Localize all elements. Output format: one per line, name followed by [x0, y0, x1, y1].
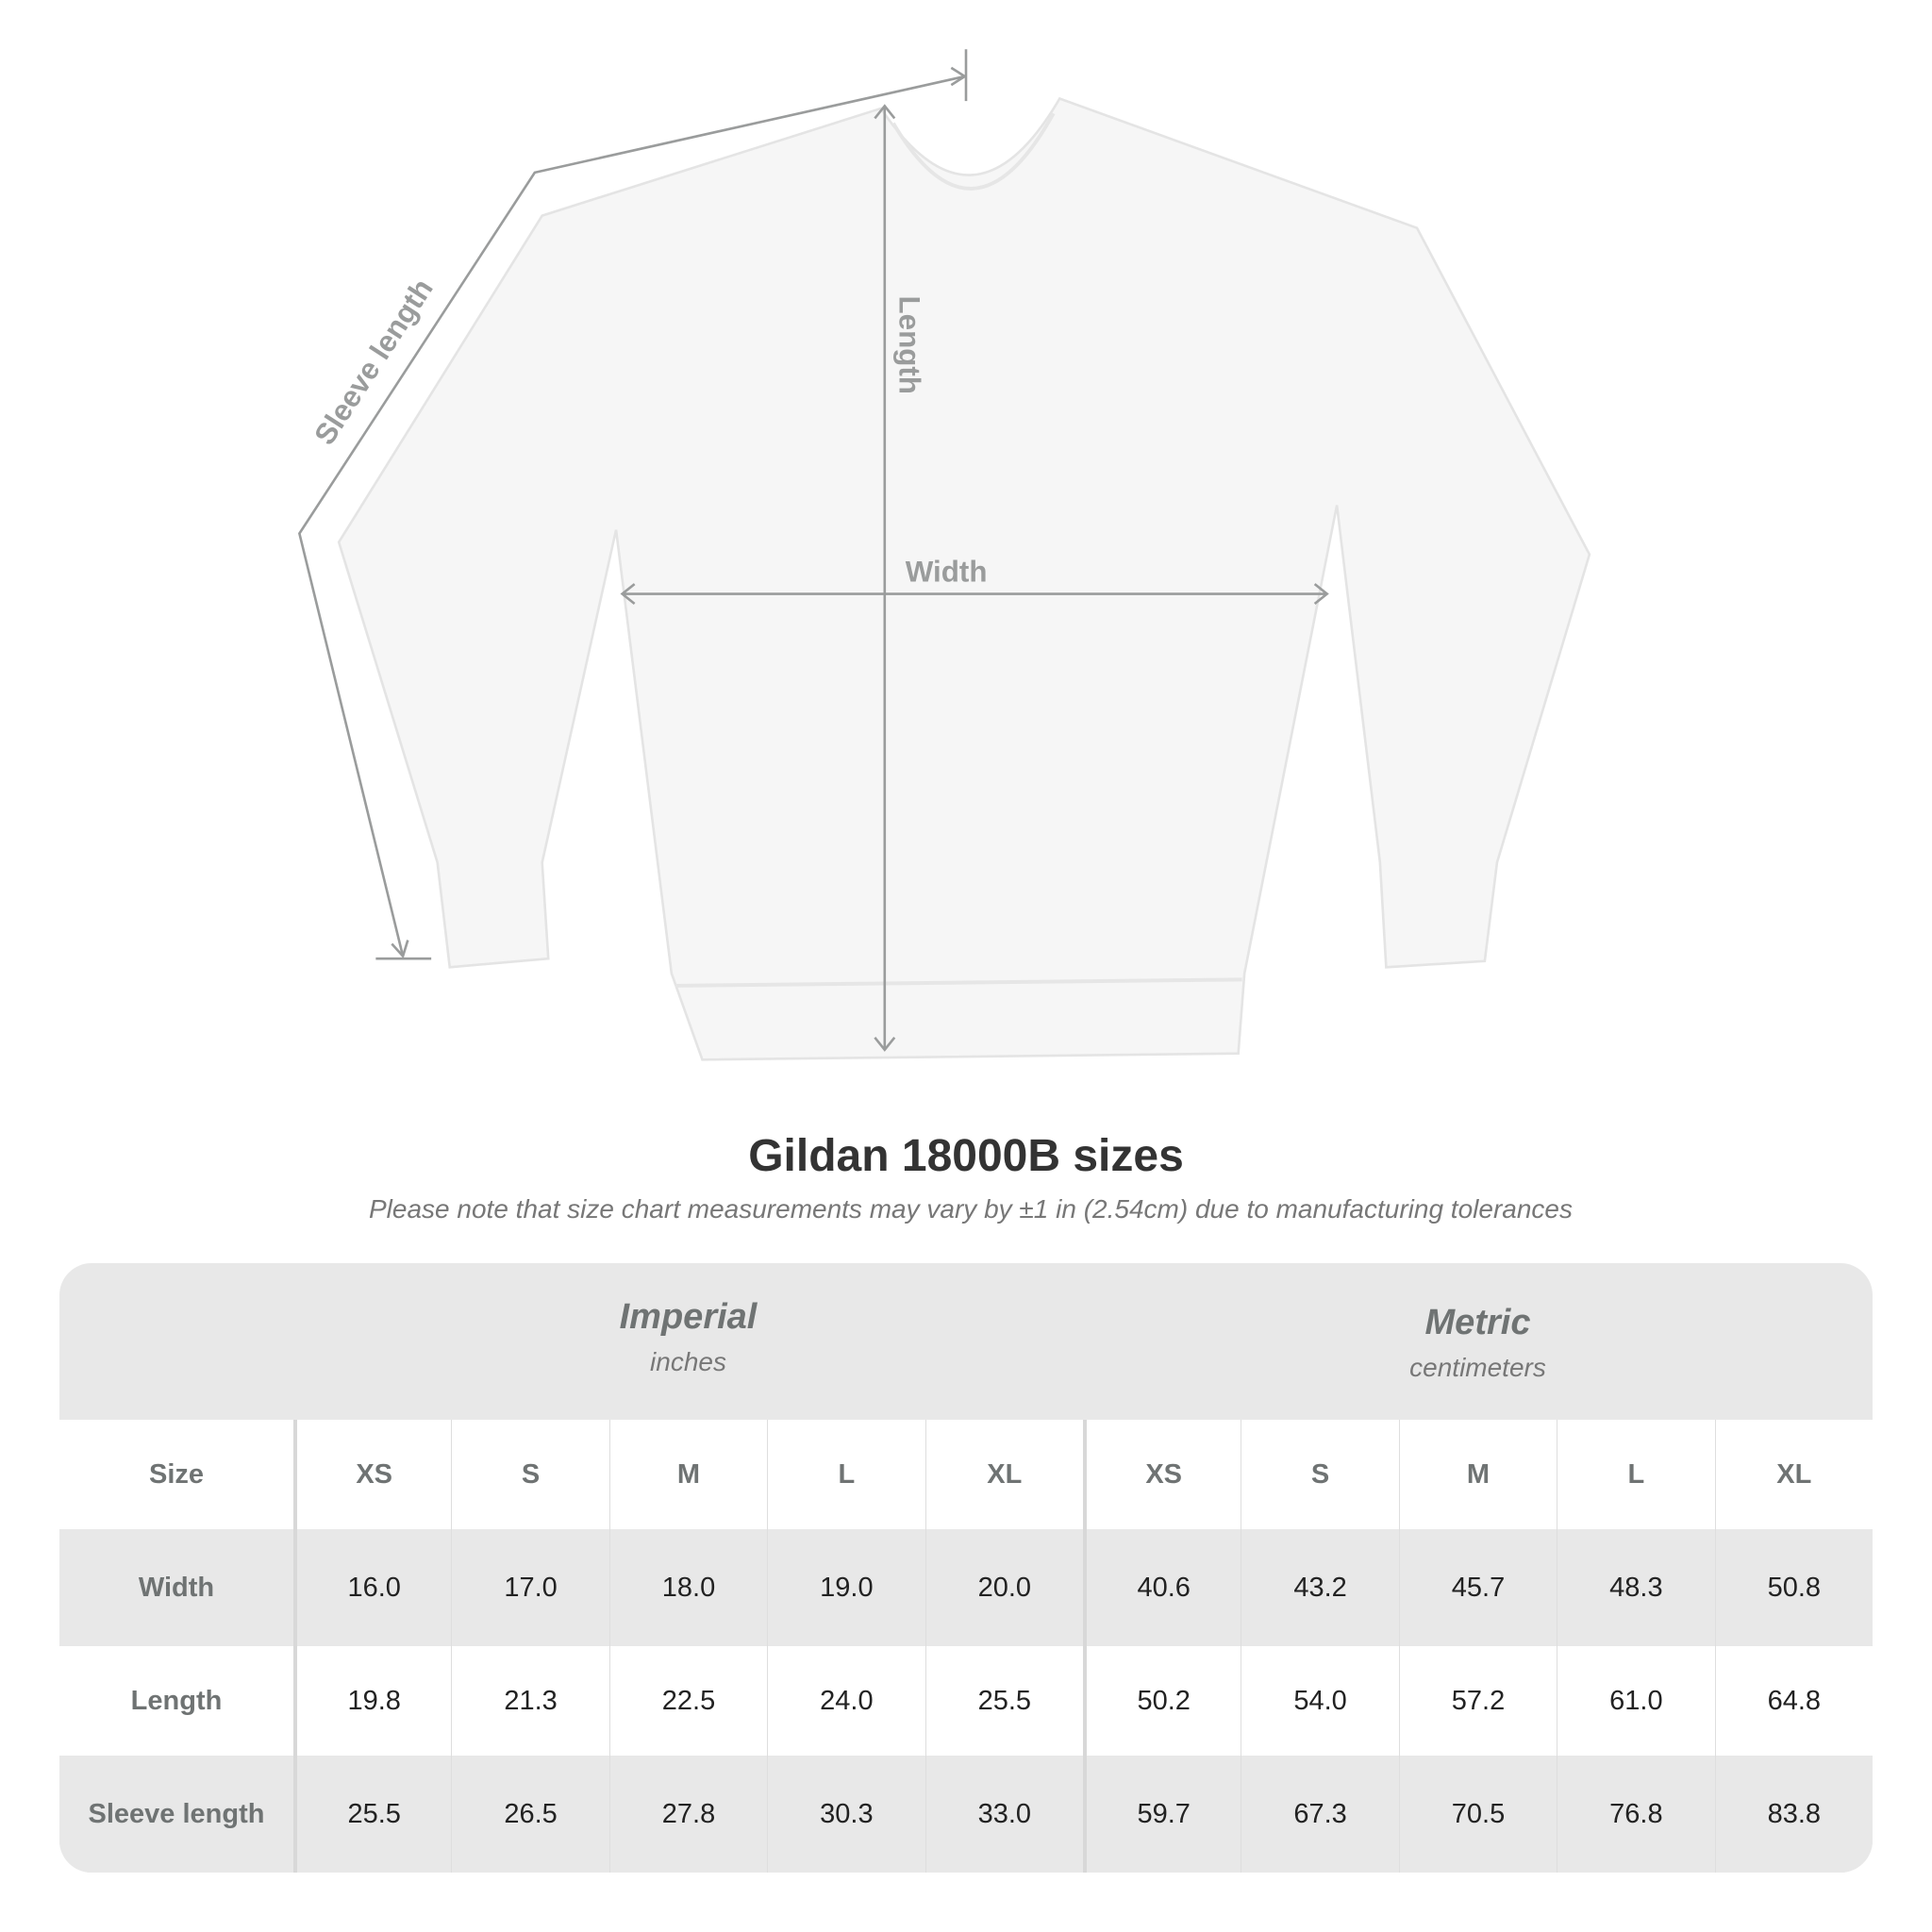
table-cell: 19.8 [293, 1646, 452, 1756]
table-cell: 18.0 [608, 1529, 768, 1646]
table-cell: 25.5 [924, 1646, 1083, 1756]
hem-band [675, 977, 1242, 988]
table-cell: 50.8 [1714, 1529, 1873, 1646]
sweatshirt-diagram: Sleeve length Length Width [297, 49, 1591, 1061]
size-header-l: L [1557, 1420, 1715, 1529]
size-header-s: S [1241, 1420, 1399, 1529]
table-cell: 54.0 [1241, 1646, 1399, 1756]
metric-header: Metric centimeters [1083, 1269, 1873, 1425]
imperial-header: Imperial inches [293, 1263, 1083, 1420]
table-cell: 59.7 [1082, 1756, 1241, 1873]
table-cell: 21.3 [451, 1646, 609, 1756]
size-header-m: M [608, 1420, 768, 1529]
table-cell: 30.3 [767, 1756, 925, 1873]
table-cell: 43.2 [1241, 1529, 1399, 1646]
table-cell: 40.6 [1082, 1529, 1241, 1646]
table-cell: 70.5 [1398, 1756, 1557, 1873]
table-cell: 67.3 [1241, 1756, 1399, 1873]
length-arrow-top [874, 104, 896, 120]
sleeve-arrow-top [950, 66, 968, 87]
size-header-xs: XS [293, 1420, 452, 1529]
size-header-xs: XS [1082, 1420, 1241, 1529]
size-header-m: M [1398, 1420, 1557, 1529]
size-grid: Size XS S M L XL XS S M L XL Width 16.0 17.0 18.0 19.0 2… [59, 1420, 1873, 1873]
size-header-s: S [451, 1420, 609, 1529]
size-header-l: L [767, 1420, 925, 1529]
table-cell: 20.0 [924, 1529, 1083, 1646]
table-cell: 61.0 [1557, 1646, 1715, 1756]
table-cell: 50.2 [1082, 1646, 1241, 1756]
table-cell: 16.0 [293, 1529, 452, 1646]
table-cell: 83.8 [1714, 1756, 1873, 1873]
width-label: Width [906, 555, 988, 588]
size-header-xl: XL [1714, 1420, 1873, 1529]
size-header-label: Size [59, 1420, 293, 1529]
table-cell: 22.5 [608, 1646, 768, 1756]
width-arrow-right [1313, 583, 1329, 606]
table-cell: 19.0 [767, 1529, 925, 1646]
table-cell: 48.3 [1557, 1529, 1715, 1646]
table-cell: 27.8 [608, 1756, 768, 1873]
table-cell: 76.8 [1557, 1756, 1715, 1873]
table-cell: 33.0 [924, 1756, 1083, 1873]
row-label: Sleeve length [59, 1756, 293, 1873]
imperial-unit: inches [650, 1347, 726, 1376]
table-cell: 45.7 [1398, 1529, 1557, 1646]
sweatshirt-illustration [337, 96, 1591, 1061]
row-label: Width [59, 1529, 293, 1646]
length-label: Length [892, 296, 925, 394]
table-cell: 26.5 [451, 1756, 609, 1873]
size-header-xl: XL [924, 1420, 1083, 1529]
table-cell: 25.5 [293, 1756, 452, 1873]
metric-unit: centimeters [1409, 1353, 1546, 1382]
table-cell: 17.0 [451, 1529, 609, 1646]
length-arrow-bottom [874, 1036, 896, 1052]
table-cell: 24.0 [767, 1646, 925, 1756]
table-cell: 57.2 [1398, 1646, 1557, 1756]
row-label: Length [59, 1646, 293, 1756]
sleeve-length-line [297, 75, 965, 957]
page-title: Gildan 18000B sizes [748, 1131, 1184, 1181]
imperial-title: Imperial [619, 1297, 758, 1337]
table-cell: 64.8 [1714, 1646, 1873, 1756]
collar [891, 112, 1056, 191]
size-table: Imperial inches Metric centimeters Size X… [59, 1263, 1873, 1873]
width-arrow-left [620, 583, 636, 606]
sleeve-arrow-bottom [391, 940, 409, 959]
metric-title: Metric [1424, 1303, 1531, 1342]
tolerance-note: Please note that size chart measurements… [369, 1194, 1573, 1224]
